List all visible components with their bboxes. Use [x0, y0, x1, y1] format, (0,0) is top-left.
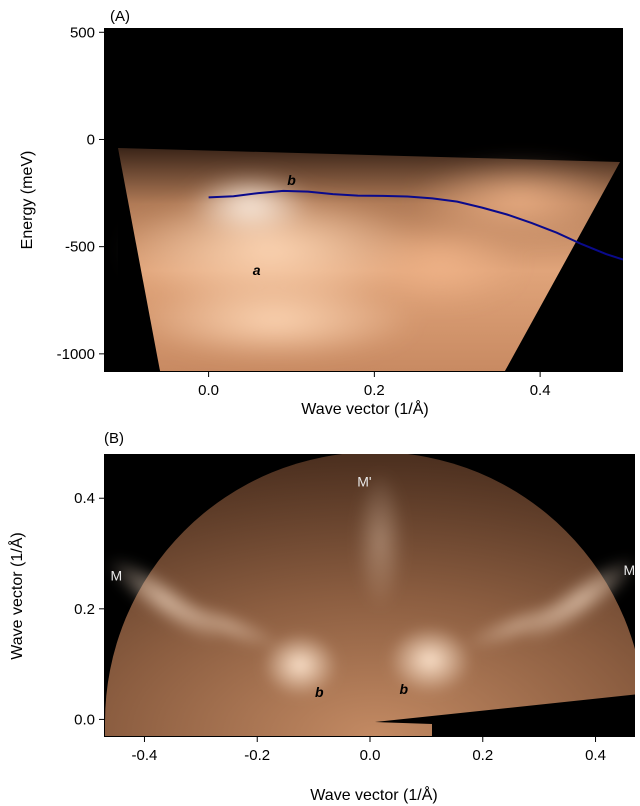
panel-b-label: (B): [104, 430, 124, 447]
panel-a-y-ticks: 500 0 -500 -1000: [57, 24, 105, 363]
dispersion-curve: [208, 189, 623, 261]
panel-a-x-axis-label: Wave vector (1/Å): [301, 399, 428, 418]
x-tick-label: 0.4: [585, 747, 606, 764]
panel-a-heatmap: [105, 28, 623, 371]
x-tick-label: 0.0: [360, 747, 381, 764]
band-b-right-label: b: [400, 681, 409, 697]
y-tick-label: 500: [70, 24, 95, 41]
band-b-left-label: b: [315, 684, 324, 700]
y-tick-label: -500: [65, 239, 95, 256]
panel-b-x-axis-label: Wave vector (1/Å): [310, 785, 437, 804]
panel-a-label: (A): [110, 8, 130, 25]
y-tick-label: 0.4: [74, 490, 95, 507]
symmetry-point-m-right: M: [624, 562, 636, 578]
band-a-label: a: [253, 262, 261, 278]
panel-b-heatmap: [105, 454, 635, 736]
x-tick-label: -0.2: [244, 747, 270, 764]
x-tick-label: 0.2: [472, 747, 493, 764]
y-tick-label: 0: [87, 131, 95, 148]
x-tick-label: 0.2: [364, 382, 385, 399]
x-tick-label: -0.4: [132, 747, 158, 764]
panel-b: (B) 0.4 0.2 0.0 -0.4 -0.2 0.0 0.2 0.4 Wave vec…: [7, 430, 636, 804]
panel-a-x-ticks: 0.0 0.2 0.4: [198, 371, 551, 399]
panel-b-y-axis-label: Wave vector (1/Å): [7, 532, 26, 659]
x-tick-label: 0.0: [198, 382, 219, 399]
x-tick-label: 0.4: [530, 382, 551, 399]
y-tick-label: 0.2: [74, 601, 95, 618]
y-tick-label: 0.0: [74, 711, 95, 728]
band-b-label: b: [287, 172, 296, 188]
symmetry-point-m-prime: M': [357, 474, 371, 490]
panel-a-y-axis-label: Energy (meV): [19, 151, 36, 250]
panel-b-y-ticks: 0.4 0.2 0.0: [74, 490, 105, 728]
panel-b-x-ticks: -0.4 -0.2 0.0 0.2 0.4: [132, 736, 606, 764]
symmetry-point-m-left: M: [110, 568, 122, 584]
y-tick-label: -1000: [57, 346, 95, 363]
panel-a: (A) 500 0 -500 -1000 0.0 0.2 0.4 Wave vector …: [19, 8, 623, 418]
